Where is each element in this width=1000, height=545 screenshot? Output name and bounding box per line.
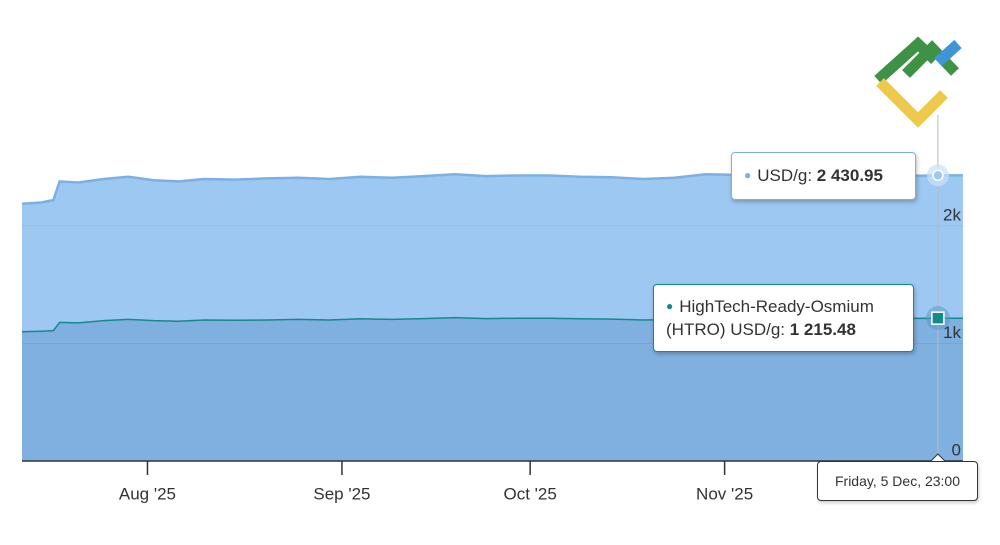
value-label: 1 215.48: [789, 320, 856, 339]
y-tick-label: 1k: [943, 323, 961, 342]
marker: ●: [744, 168, 752, 182]
x-tick-label: Sep '25: [313, 484, 370, 503]
logo: [874, 36, 962, 128]
tooltip: ●HighTech-Ready-Osmium (HTRO) USD/g 1 21…: [653, 284, 914, 352]
value-label: 2 430.95: [816, 166, 883, 185]
marker: ●: [666, 299, 674, 313]
x-tick-label: Nov '25: [696, 484, 753, 503]
date-pointer: [929, 453, 947, 463]
y-tick-label: 2k: [943, 205, 961, 224]
x-tick-label: Aug '25: [119, 484, 176, 503]
tooltip: ● USD/g 2 430.95: [731, 152, 916, 200]
hover-point: [931, 311, 945, 325]
x-tick-label: Oct '25: [503, 484, 556, 503]
hover-point: [932, 169, 944, 182]
series-name: USD/g: [757, 166, 812, 185]
area: [22, 317, 963, 461]
y-tick-label: 0: [952, 440, 961, 459]
date-tooltip: Friday, 5 Dec, 23:00: [817, 461, 978, 501]
